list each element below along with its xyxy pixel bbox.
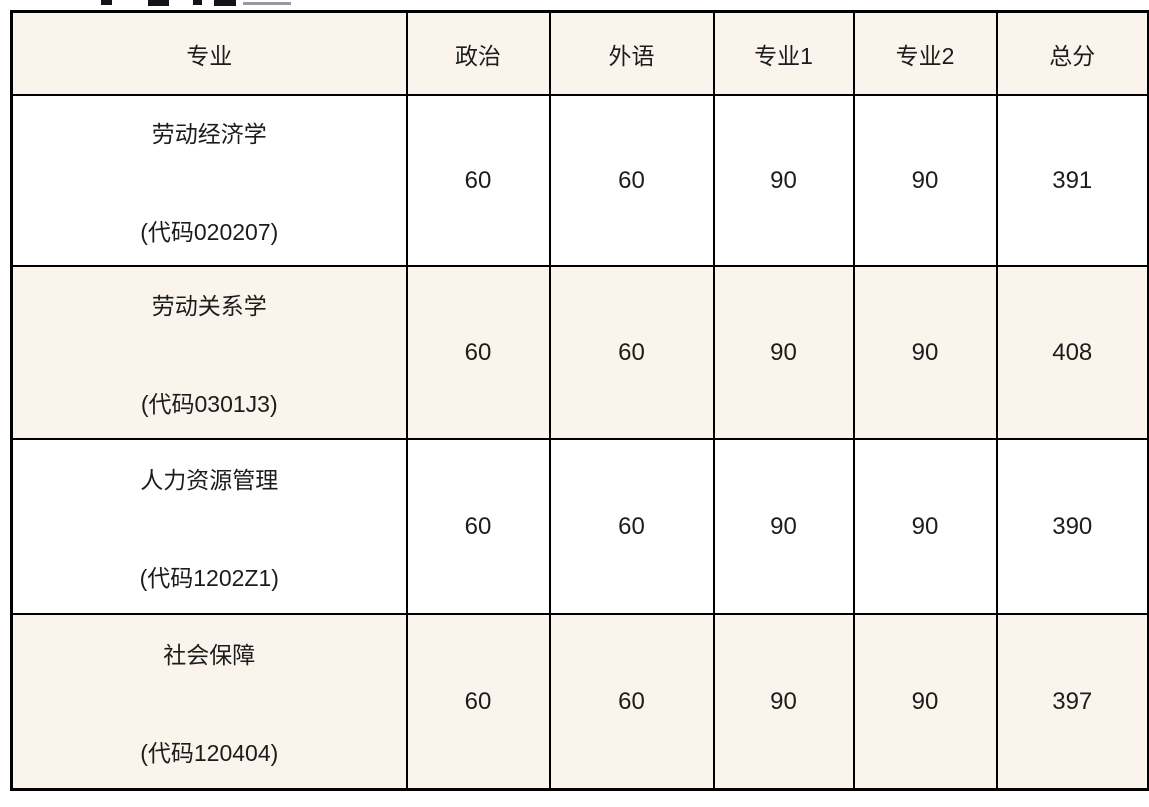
major-code: (代码120404)	[140, 739, 279, 766]
major-name: 社会保障	[163, 641, 256, 668]
table-row: 劳动关系学 (代码0301J3) 60 60 90 90 408	[10, 265, 1149, 440]
major1-score: 90	[712, 94, 855, 267]
col-header-major2: 专业2	[852, 10, 998, 96]
col-header-major: 专业	[10, 10, 408, 96]
major2-score: 90	[852, 94, 998, 267]
politics-score: 60	[405, 94, 551, 267]
cut-off-title-fragment	[0, 0, 1149, 9]
col-header-total: 总分	[995, 10, 1149, 96]
title-fragment-mark	[214, 0, 236, 6]
major1-score: 90	[712, 265, 855, 440]
col-header-politics: 政治	[405, 10, 551, 96]
major-name: 人力资源管理	[140, 466, 279, 493]
title-fragment-underline	[243, 2, 291, 5]
table-row: 劳动经济学 (代码020207) 60 60 90 90 391	[10, 94, 1149, 267]
table-row: 社会保障 (代码120404) 60 60 90 90 397	[10, 613, 1149, 791]
major-cell: 劳动经济学 (代码020207)	[10, 94, 408, 267]
title-fragment-mark	[148, 0, 169, 6]
major-code: (代码1202Z1)	[139, 564, 279, 591]
total-score: 408	[995, 265, 1149, 440]
foreign-language-score: 60	[548, 94, 715, 267]
major-cell: 社会保障 (代码120404)	[10, 613, 408, 791]
major2-score: 90	[852, 265, 998, 440]
foreign-language-score: 60	[548, 438, 715, 615]
foreign-language-score: 60	[548, 613, 715, 791]
table-header-row: 专业 政治 外语 专业1 专业2 总分	[10, 10, 1149, 96]
major-cell: 劳动关系学 (代码0301J3)	[10, 265, 408, 440]
table-row: 人力资源管理 (代码1202Z1) 60 60 90 90 390	[10, 438, 1149, 615]
major1-score: 90	[712, 438, 855, 615]
score-table: 专业 政治 外语 专业1 专业2 总分 劳动经济学 (代码020207) 60 …	[10, 10, 1149, 791]
total-score: 391	[995, 94, 1149, 267]
title-fragment-mark	[193, 0, 202, 5]
major2-score: 90	[852, 613, 998, 791]
total-score: 397	[995, 613, 1149, 791]
major-name: 劳动经济学	[151, 120, 267, 147]
foreign-language-score: 60	[548, 265, 715, 440]
politics-score: 60	[405, 613, 551, 791]
major-code: (代码0301J3)	[140, 390, 278, 417]
politics-score: 60	[405, 265, 551, 440]
major-cell: 人力资源管理 (代码1202Z1)	[10, 438, 408, 615]
col-header-foreign-language: 外语	[548, 10, 715, 96]
major2-score: 90	[852, 438, 998, 615]
major-code: (代码020207)	[140, 218, 279, 245]
total-score: 390	[995, 438, 1149, 615]
title-fragment-mark	[101, 0, 112, 5]
major-name: 劳动关系学	[151, 292, 267, 319]
col-header-major1: 专业1	[712, 10, 855, 96]
politics-score: 60	[405, 438, 551, 615]
major1-score: 90	[712, 613, 855, 791]
